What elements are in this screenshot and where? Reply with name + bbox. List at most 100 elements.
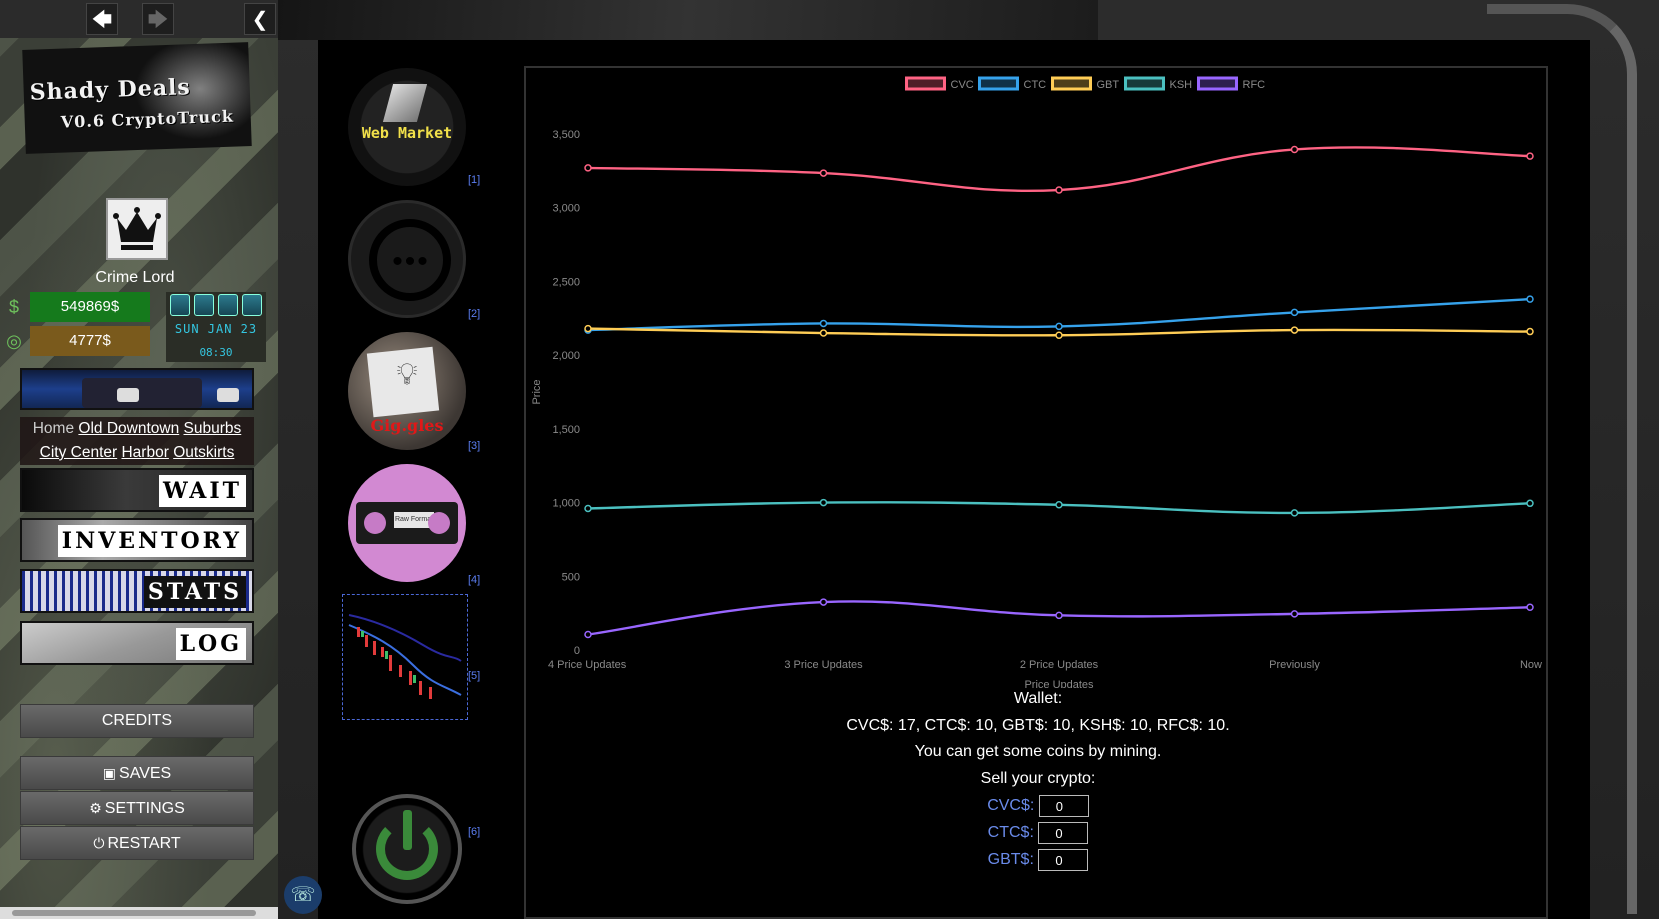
x-tick-label: 3 Price Updates — [784, 659, 863, 671]
restart-button[interactable]: ⏻ RESTART — [20, 826, 254, 860]
legend-swatch[interactable] — [1124, 76, 1165, 91]
phone-icon[interactable]: ☏ — [284, 876, 322, 914]
app-raw-format-label: Raw Format — [394, 512, 434, 528]
y-tick-label: 500 — [562, 571, 580, 583]
scrollbar-thumb[interactable] — [12, 910, 256, 916]
location-link-outskirts[interactable]: Outskirts — [173, 444, 235, 461]
app-chat[interactable]: ••• — [348, 200, 466, 318]
y-tick-label: 1,500 — [552, 424, 580, 436]
x-tick-label: 2 Price Updates — [1020, 659, 1099, 671]
legend-label[interactable]: KSH — [1170, 79, 1193, 91]
data-point-rfc[interactable] — [1526, 603, 1534, 611]
data-point-ctc[interactable] — [1290, 308, 1299, 317]
tape-reel-icon — [364, 512, 386, 534]
app-gig-gles[interactable]: 💡︎ Gig.gles — [348, 332, 466, 450]
location-link-suburbs[interactable]: Suburbs — [183, 420, 242, 437]
location-link-harbor[interactable]: Harbor — [121, 444, 169, 461]
mining-hint: You can get some coins by mining. — [914, 743, 1162, 760]
sell-title: Sell your crypto: — [980, 770, 1096, 787]
data-point-cvc[interactable] — [819, 169, 828, 177]
energy-cans — [170, 294, 262, 316]
sell-gbt-input[interactable] — [1038, 849, 1089, 871]
data-point-rfc[interactable] — [584, 630, 592, 639]
app-chat-index: [2] — [468, 308, 481, 320]
data-point-gbt[interactable] — [584, 324, 592, 333]
location-link-old-downtown[interactable]: Old Downtown — [78, 420, 180, 437]
power-bar-icon — [403, 810, 412, 850]
app-raw-format[interactable]: Raw Format — [348, 464, 466, 582]
data-point-cvc[interactable] — [1055, 186, 1063, 194]
data-point-gbt[interactable] — [1055, 331, 1063, 339]
back-arrow-icon[interactable]: 🡄 — [86, 3, 118, 35]
data-point-ctc[interactable] — [1055, 322, 1063, 331]
data-point-ctc[interactable] — [819, 319, 828, 328]
data-point-gbt[interactable] — [819, 329, 828, 337]
sell-cvc-input[interactable] — [1038, 795, 1089, 817]
gear-icon: ⚙ — [89, 800, 102, 816]
credits-button[interactable]: CREDITS — [20, 704, 254, 738]
time-label: 08:30 — [199, 346, 233, 359]
app-crypto-chart[interactable] — [342, 594, 468, 720]
data-point-rfc[interactable] — [819, 598, 828, 606]
stats-label: STATS — [143, 576, 246, 608]
forward-arrow-icon[interactable]: 🡆 — [142, 3, 174, 35]
rank-badge — [106, 198, 168, 260]
inventory-button[interactable]: INVENTORY — [20, 518, 254, 562]
data-point-gbt[interactable] — [1290, 326, 1299, 334]
y-tick-label: 1,000 — [552, 498, 580, 510]
saves-label: SAVES — [119, 765, 172, 782]
legend-swatch[interactable] — [905, 76, 946, 91]
legend-swatch[interactable] — [1197, 76, 1238, 91]
legend-label[interactable]: CVC — [951, 79, 974, 91]
candlestick-chart-icon — [348, 614, 462, 699]
data-point-gbt[interactable] — [1526, 327, 1534, 336]
crypto-panel: CVC CTC GBT KSH RFC 0 500 1,000 1,500 2,000 2,500… — [524, 66, 1548, 919]
data-point-cvc[interactable] — [1290, 145, 1299, 154]
y-axis-title: Price — [531, 379, 543, 404]
app-gig-gles-label: Gig.gles — [370, 416, 444, 435]
y-tick-label: 3,000 — [552, 203, 580, 215]
data-point-rfc[interactable] — [1290, 610, 1299, 618]
legend-label[interactable]: CTC — [1024, 79, 1047, 91]
data-point-ksh[interactable] — [1526, 499, 1534, 508]
data-point-rfc[interactable] — [1055, 611, 1063, 620]
data-point-ksh[interactable] — [1290, 509, 1299, 517]
collapse-sidebar-icon[interactable]: ❮ — [244, 3, 276, 35]
log-label: LOG — [175, 628, 246, 660]
rank-label: Crime Lord — [95, 269, 175, 286]
stats-button[interactable]: STATS — [20, 569, 254, 613]
saves-button[interactable]: ▣ SAVES — [20, 756, 254, 790]
data-point-cvc[interactable] — [1526, 152, 1534, 160]
legend-swatch[interactable] — [978, 76, 1019, 91]
sell-gbt-label: GBT$: — [987, 851, 1034, 869]
data-point-ksh[interactable] — [584, 504, 592, 513]
wait-button[interactable]: WAIT — [20, 468, 254, 512]
data-point-ksh[interactable] — [819, 498, 828, 507]
app-web-market[interactable]: Web Market — [348, 68, 466, 186]
log-button[interactable]: LOG — [20, 621, 254, 665]
settings-button[interactable]: ⚙ SETTINGS — [20, 791, 254, 825]
sidebar: 🡄 🡆 ❮ Shady Deals V0.6 CryptoTruck Crime… — [0, 0, 278, 919]
app-power[interactable] — [352, 794, 462, 904]
sidebar-horizontal-scrollbar[interactable] — [0, 907, 278, 919]
data-point-ctc[interactable] — [1526, 295, 1534, 303]
data-point-ksh[interactable] — [1055, 501, 1063, 509]
wallet-balances: CVC$: 17, CTC$: 10, GBT$: 10, KSH$: 10, … — [846, 717, 1230, 734]
legend-label[interactable]: GBT — [1097, 79, 1120, 91]
ellipsis-icon: ••• — [392, 245, 430, 278]
y-axis: 0 500 1,000 1,500 2,000 2,500 3,000 3,500 — [552, 129, 580, 657]
x-tick-label: 4 Price Updates — [548, 659, 627, 671]
sell-ctc-label: CTC$: — [987, 824, 1034, 842]
location-nav: Home Old Downtown Suburbs City Center Ha… — [20, 417, 254, 465]
y-tick-label: 3,500 — [552, 129, 580, 141]
vehicle-image[interactable] — [20, 368, 254, 410]
sell-ctc-input[interactable] — [1038, 822, 1089, 844]
x-tick-label: Now — [1520, 659, 1542, 671]
legend-label[interactable]: RFC — [1243, 79, 1266, 91]
energy-can-icon — [170, 294, 190, 316]
location-link-city-center[interactable]: City Center — [39, 444, 118, 461]
data-point-cvc[interactable] — [584, 164, 592, 172]
x-tick-label: Previously — [1269, 659, 1320, 671]
legend-swatch[interactable] — [1051, 76, 1092, 91]
app-web-market-label: Web Market — [361, 124, 453, 142]
